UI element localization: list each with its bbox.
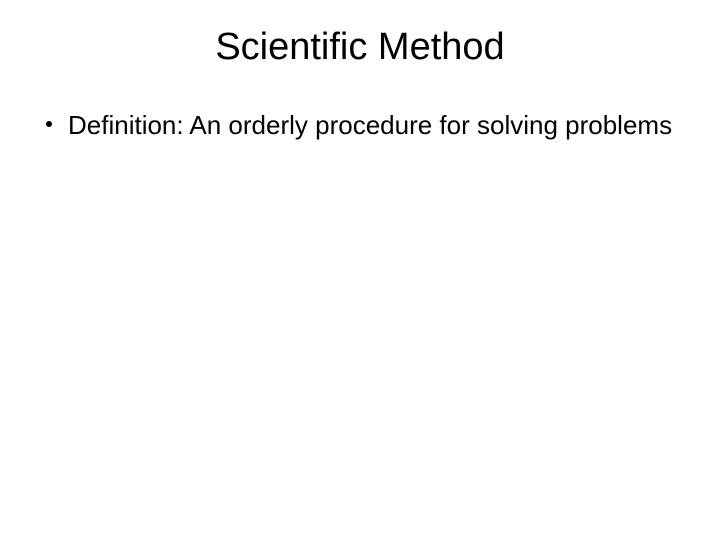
bullet-text: Definition: An orderly procedure for sol… xyxy=(68,110,672,140)
bullet-item: Definition: An orderly procedure for sol… xyxy=(40,109,690,142)
bullet-list: Definition: An orderly procedure for sol… xyxy=(30,109,690,142)
slide-title: Scientific Method xyxy=(30,26,690,69)
slide: Scientific Method Definition: An orderly… xyxy=(0,0,720,540)
bullet-icon xyxy=(46,121,52,127)
